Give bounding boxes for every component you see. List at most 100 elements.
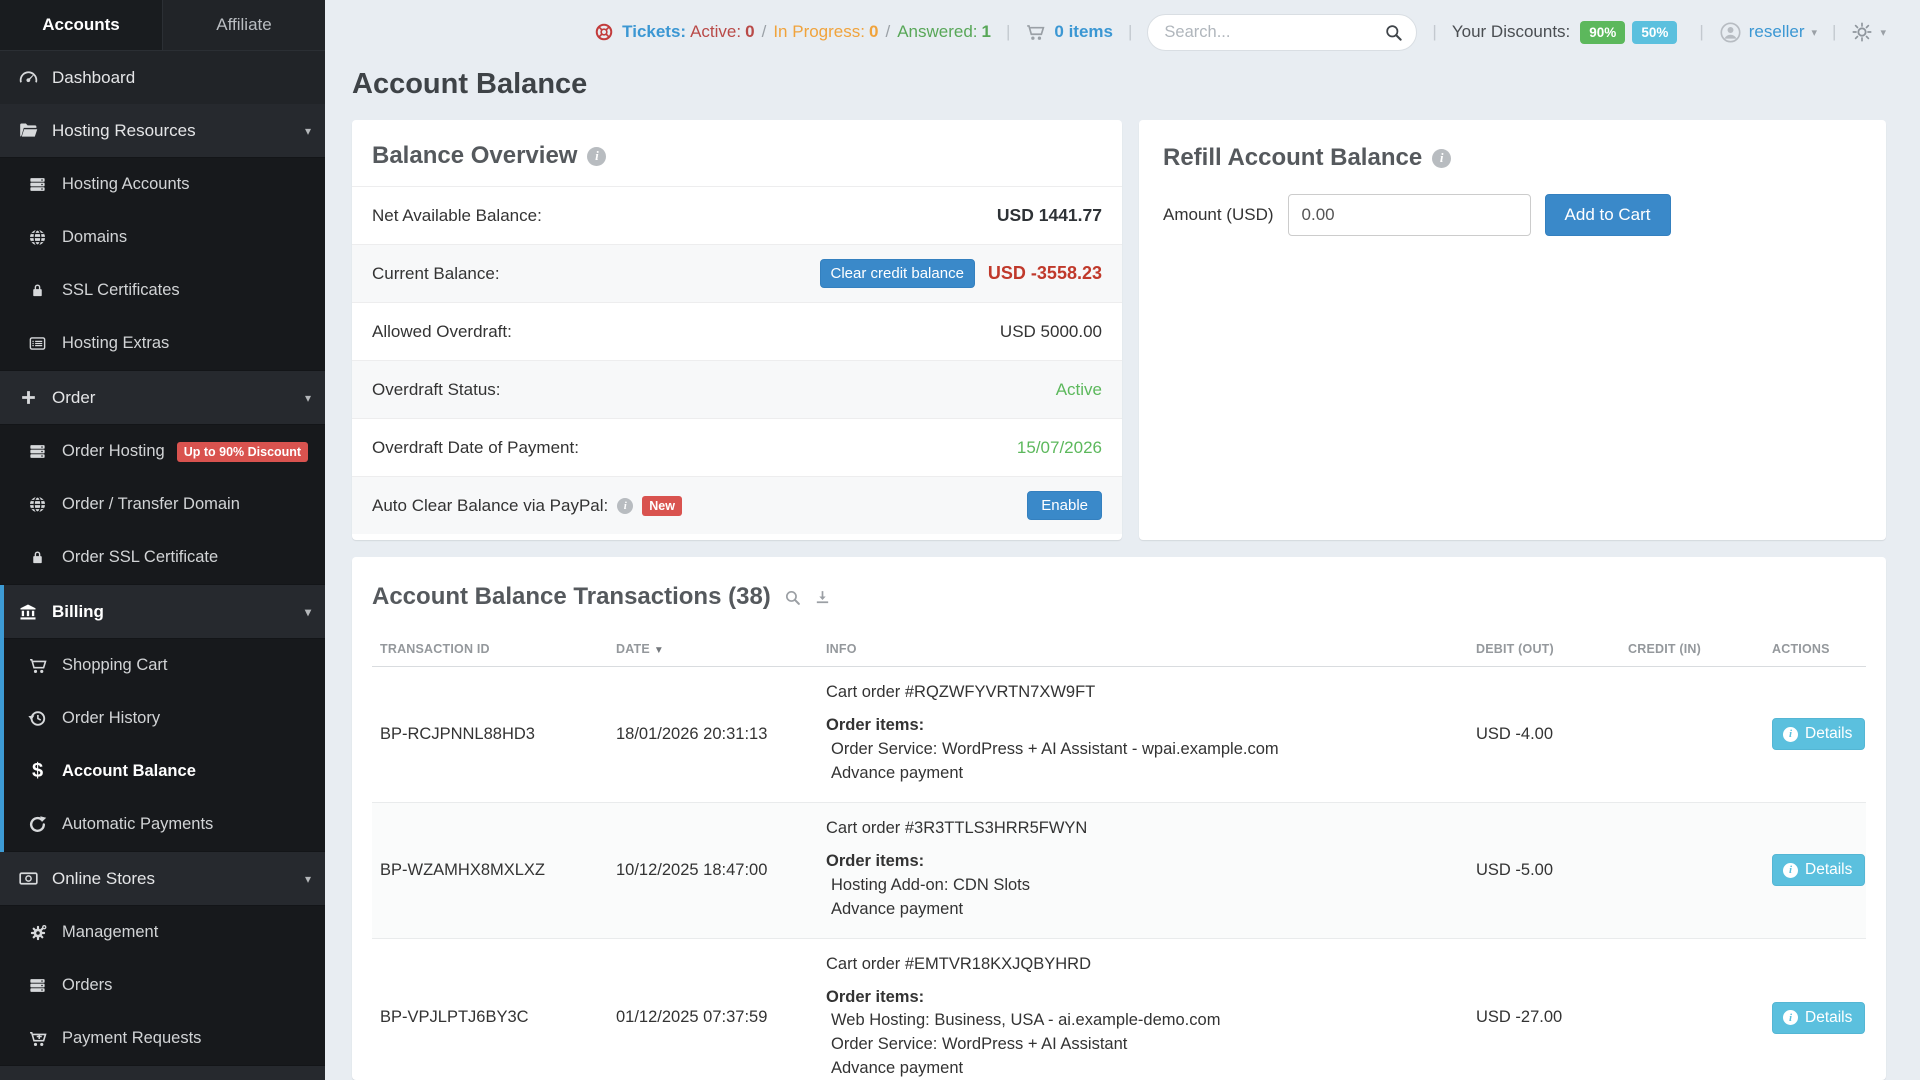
transaction-debit: USD -5.00: [1468, 801, 1620, 939]
sidebar-item-wordpress-multimanager[interactable]: W WordPress MultiManager New ▾: [0, 1066, 325, 1080]
sidebar-item-ssl-certificates[interactable]: SSL Certificates: [0, 264, 325, 317]
dashboard-icon: [16, 67, 40, 88]
refresh-icon: [27, 815, 48, 834]
divider: |: [1699, 22, 1704, 41]
current-balance-value: USD -3558.23: [987, 263, 1102, 283]
sidebar-section-order[interactable]: Order ▾: [0, 371, 325, 424]
info-icon: i: [1783, 1010, 1798, 1026]
avatar-icon: [1719, 21, 1742, 44]
table-row: BP-WZAMHX8MXLXZ 10/12/2025 18:47:00 Cart…: [372, 801, 1866, 939]
table-row: BP-VPJLPTJ6BY3C 01/12/2025 07:37:59 Cart…: [372, 937, 1866, 1080]
sidebar-item-order-hosting[interactable]: Order Hosting Up to 90% Discount: [0, 425, 325, 478]
sidebar-section-hosting-resources[interactable]: Hosting Resources ▾: [0, 104, 325, 157]
transactions-header: Account Balance Transactions (38): [372, 583, 1866, 611]
sidebar-item-order-ssl[interactable]: Order SSL Certificate: [0, 531, 325, 584]
info-icon[interactable]: i: [1432, 148, 1452, 168]
sidebar-item-domains[interactable]: Domains: [0, 211, 325, 264]
server-icon: [27, 442, 48, 461]
overdraft-date-row: Overdraft Date of Payment: 15/07/2026: [352, 418, 1122, 476]
discount-badge: Up to 90% Discount: [176, 441, 309, 462]
page-title: Account Balance: [352, 68, 588, 100]
sidebar-item-hosting-extras[interactable]: Hosting Extras: [0, 317, 325, 370]
table-row: BP-RCJPNNL88HD3 18/01/2026 20:31:13 Cart…: [372, 667, 1866, 803]
transaction-id: BP-WZAMHX8MXLXZ: [372, 801, 608, 939]
transaction-date: 10/12/2025 18:47:00: [608, 801, 818, 939]
sun-icon: [1851, 21, 1873, 43]
transaction-debit: USD -4.00: [1476, 724, 1554, 743]
search-icon[interactable]: [1384, 23, 1403, 42]
clear-credit-balance-button[interactable]: Clear credit balance: [819, 259, 975, 288]
server-icon: [27, 175, 48, 194]
col-date[interactable]: DATE ▼: [608, 632, 818, 667]
col-credit: CREDIT (IN): [1620, 632, 1764, 667]
money-bill-icon: [16, 868, 40, 889]
sidebar-item-management[interactable]: Management: [0, 906, 325, 959]
chevron-down-icon: ▾: [304, 871, 311, 886]
info-icon[interactable]: i: [617, 497, 634, 514]
balance-overview-card: Balance Overview i Net Available Balance…: [352, 120, 1122, 540]
online-stores-submenu: Management Orders Payment Requests: [0, 905, 325, 1066]
col-transaction-id: TRANSACTION ID: [372, 632, 608, 667]
info-icon[interactable]: i: [587, 146, 607, 166]
transaction-credit: [1620, 667, 1764, 803]
transaction-info: Cart order #EMTVR18KXJQBYHRD Order items…: [818, 937, 1468, 1080]
lock-icon: [27, 549, 48, 566]
refill-balance-card: Refill Account Balance i Amount (USD) Ad…: [1139, 120, 1886, 540]
net-available-value: USD 1441.77: [996, 205, 1102, 225]
tickets-in-progress: In Progress: 0: [773, 22, 879, 41]
life-ring-icon: [594, 22, 614, 42]
transaction-info: Cart order #3R3TTLS3HRR5FWYN Order items…: [818, 801, 1468, 939]
cart-icon: [1025, 22, 1046, 43]
balance-overview-title: Balance Overview i: [352, 142, 1122, 170]
cart-icon: [27, 656, 48, 676]
sidebar-item-orders[interactable]: Orders: [0, 959, 325, 1012]
refill-form: Amount (USD) Add to Cart: [1163, 194, 1862, 236]
overdraft-status-value: Active: [1055, 379, 1102, 399]
amount-input[interactable]: [1287, 194, 1531, 236]
details-button[interactable]: i Details: [1772, 854, 1866, 887]
balance-overview-rows: Net Available Balance: USD 1441.77 Curre…: [352, 186, 1122, 534]
discount-badge-50: 50%: [1632, 20, 1678, 44]
sidebar-item-order-history[interactable]: Order History: [4, 692, 325, 745]
col-info: INFO: [818, 632, 1468, 667]
sidebar: Accounts Affiliate Dashboard Hosting Res…: [0, 0, 325, 1080]
sidebar-item-hosting-accounts[interactable]: Hosting Accounts: [0, 158, 325, 211]
user-menu[interactable]: reseller ▾: [1719, 21, 1817, 44]
transactions-card: Account Balance Transactions (38) TRANSA…: [352, 557, 1886, 1080]
transactions-table: TRANSACTION ID DATE ▼ INFO DEBIT (OUT) CR…: [372, 632, 1866, 1080]
download-icon[interactable]: [814, 589, 831, 606]
list-icon: [27, 334, 48, 353]
main-content: Tickets: Active: 0 / In Progress: 0 / Answ…: [325, 0, 1920, 1080]
allowed-overdraft-value: USD 5000.00: [999, 321, 1102, 341]
discounts: Your Discounts: 90% 50%: [1452, 20, 1685, 44]
tickets-answered: Answered: 1: [897, 22, 991, 41]
lock-icon: [27, 282, 48, 299]
tickets-status[interactable]: Tickets: Active: 0 / In Progress: 0 / Answ…: [594, 22, 991, 42]
divider: |: [1128, 22, 1133, 41]
enable-paypal-button[interactable]: Enable: [1027, 491, 1102, 520]
sidebar-item-automatic-payments[interactable]: Automatic Payments: [4, 798, 325, 851]
add-to-cart-button[interactable]: Add to Cart: [1544, 194, 1671, 236]
net-available-row: Net Available Balance: USD 1441.77: [352, 186, 1122, 244]
sidebar-item-shopping-cart[interactable]: Shopping Cart: [4, 639, 325, 692]
tab-affiliate[interactable]: Affiliate: [216, 15, 272, 34]
tickets-active: Active: 0: [690, 22, 755, 41]
gears-icon: [27, 923, 48, 943]
details-button[interactable]: i Details: [1772, 718, 1866, 751]
chevron-down-icon: ▾: [304, 123, 311, 138]
sidebar-item-payment-requests[interactable]: Payment Requests: [0, 1012, 325, 1065]
top-cards: Balance Overview i Net Available Balance…: [352, 120, 1886, 540]
info-icon: i: [1783, 726, 1798, 742]
tab-accounts[interactable]: Accounts: [0, 0, 163, 50]
sidebar-item-order-transfer-domain[interactable]: Order / Transfer Domain: [0, 478, 325, 531]
details-button[interactable]: i Details: [1772, 1001, 1866, 1034]
sidebar-item-account-balance[interactable]: $ Account Balance: [4, 745, 325, 798]
sidebar-item-dashboard[interactable]: Dashboard: [0, 51, 325, 104]
theme-menu[interactable]: ▾: [1851, 21, 1886, 43]
search-input[interactable]: [1164, 22, 1385, 42]
sidebar-section-online-stores[interactable]: Online Stores ▾: [0, 852, 325, 905]
search-icon[interactable]: [784, 589, 801, 606]
refill-title: Refill Account Balance i: [1163, 144, 1862, 172]
sidebar-section-billing[interactable]: Billing ▾: [4, 585, 325, 638]
cart-status[interactable]: 0 items: [1025, 22, 1113, 43]
